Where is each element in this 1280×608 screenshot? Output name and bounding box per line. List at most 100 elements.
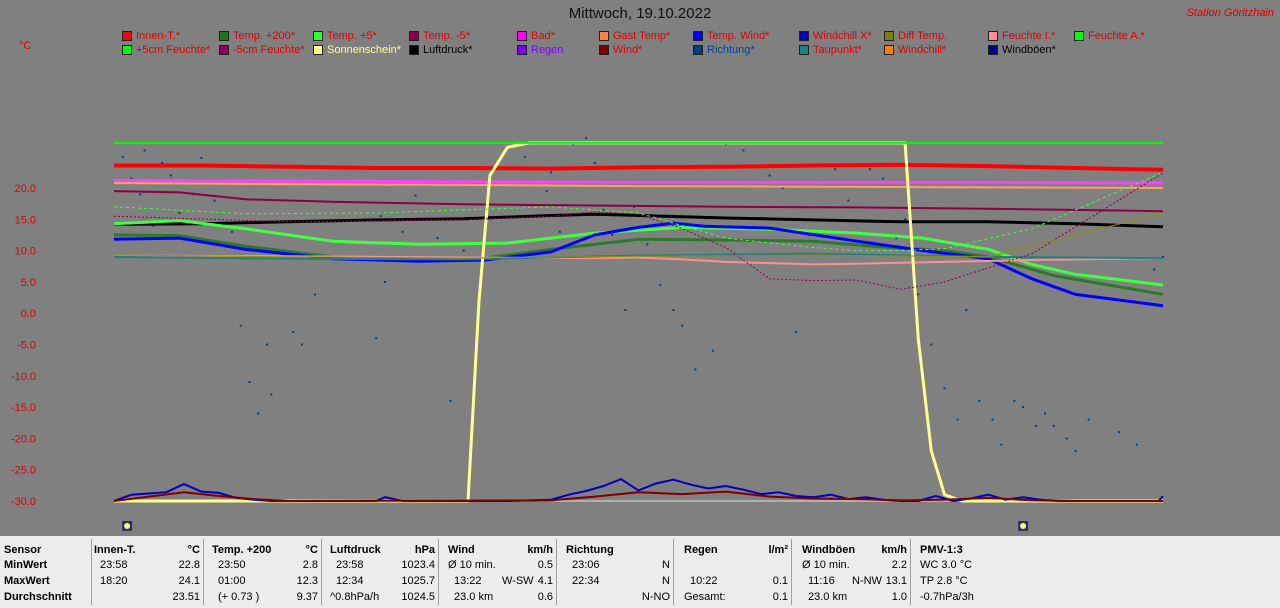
direction-dot	[1052, 424, 1055, 427]
legend-item: Temp. +200*	[219, 30, 295, 42]
wind-avg-line	[113, 490, 1163, 503]
direction-dot	[152, 224, 155, 227]
pmv-windchill: WC 3.0 °C	[920, 559, 973, 571]
legend-swatch	[693, 31, 703, 41]
direction-dot	[917, 293, 920, 296]
legend-swatch	[122, 31, 132, 41]
wind-avg: 0.6	[537, 591, 553, 603]
windboen-avg10-label: Ø 10 min.	[802, 559, 850, 571]
direction-dot	[1065, 437, 1068, 440]
legend-item: -5cm Feuchte*	[219, 44, 305, 56]
regen-name: Regen	[684, 544, 718, 556]
legend-item: Innen-T.*	[122, 30, 180, 42]
legend-label: Diff Temp.	[898, 30, 948, 42]
legend-item: Windchill*	[884, 44, 946, 56]
regen-unit: l/m²	[768, 544, 788, 556]
stats-wind: Wind km/h Ø 10 min. 0.5 13:22 W-SW 4.1 23.0 …	[448, 536, 557, 608]
direction-dot	[711, 349, 714, 352]
direction-dot	[200, 156, 203, 159]
series-line	[114, 162, 1164, 172]
wind-distance: 23.0 km	[454, 591, 494, 603]
direction-dot	[1087, 418, 1090, 421]
y-tick-label: 15.0	[15, 214, 36, 226]
luftdruck-unit: hPa	[414, 544, 435, 556]
direction-dot	[1022, 406, 1025, 409]
direction-dot	[1074, 449, 1077, 452]
direction-dot	[1035, 424, 1038, 427]
sunrise-icon	[124, 523, 131, 529]
legend-label: Feuchte A.*	[1088, 30, 1145, 42]
richtung-min-time: 23:06	[572, 559, 600, 571]
wind-name: Wind	[448, 544, 475, 556]
y-tick-label: 20.0	[15, 183, 36, 195]
temp200-avg-extra: (+ 0.73 )	[218, 591, 260, 603]
direction-dot	[742, 149, 745, 152]
series-line	[113, 190, 1164, 213]
legend-label: Bad*	[531, 30, 555, 42]
direction-dot	[401, 230, 404, 233]
series-line	[113, 254, 1164, 266]
regen-max-val: 0.1	[772, 575, 788, 587]
direction-dot	[270, 393, 273, 396]
innen-min-time: 23:58	[100, 559, 128, 571]
legend-swatch	[988, 45, 998, 55]
direction-dot	[1013, 399, 1016, 402]
windboen-unit: km/h	[881, 544, 907, 556]
windboen-max-time: 11:16	[808, 575, 835, 587]
legend-swatch	[1074, 31, 1084, 41]
legend-label: +5cm Feuchte*	[136, 44, 211, 56]
direction-dot	[462, 249, 465, 252]
direction-dot	[930, 343, 933, 346]
temp200-max-val: 12.3	[296, 575, 318, 587]
legend-swatch	[799, 45, 809, 55]
direction-dot	[672, 309, 675, 312]
legend-label: Temp. +200*	[233, 30, 296, 42]
direction-dot	[585, 136, 588, 139]
direction-dot	[593, 161, 596, 164]
legend-item: Wind*	[599, 44, 642, 56]
legend-item: Temp. Wind*	[693, 30, 769, 42]
legend-label: Richtung*	[707, 44, 755, 56]
legend-label: Taupunkt*	[813, 44, 862, 56]
direction-dot	[794, 330, 797, 333]
legend-item: Feuchte A.*	[1074, 30, 1145, 42]
direction-dot	[681, 324, 684, 327]
direction-dot	[768, 174, 771, 177]
direction-dot	[978, 399, 981, 402]
legend-label: Innen-T.*	[136, 30, 181, 42]
legend-item: +5cm Feuchte*	[122, 44, 210, 56]
stats-row-labels: Sensor MinWert MaxWert Durchschnitt	[4, 536, 92, 608]
direction-dot	[375, 337, 378, 340]
regen-total-label: Gesamt:	[684, 591, 726, 603]
richtung-max-time: 22:34	[572, 575, 600, 587]
y-tick-label: 0.0	[21, 308, 36, 320]
legend-item: Taupunkt*	[799, 44, 862, 56]
label-min: MinWert	[4, 559, 48, 571]
regen-max-time: 10:22	[690, 575, 718, 587]
pmv-dewpoint: TP 2.8 °C	[920, 575, 968, 587]
direction-dot	[231, 230, 234, 233]
legend-label: Regen	[531, 44, 564, 56]
y-tick-label: 10.0	[15, 246, 36, 258]
stats-pmv: PMV-1:3 WC 3.0 °C TP 2.8 °C -0.7hPa/3h	[920, 536, 1040, 608]
y-tick-label: -30.0	[11, 496, 36, 508]
legend-label: Temp. +5*	[327, 30, 377, 42]
pmv-pressure-trend: -0.7hPa/3h	[920, 591, 974, 603]
direction-dot	[611, 233, 614, 236]
direction-dot	[314, 293, 317, 296]
richtung-min-val: N	[662, 559, 670, 571]
wind-unit: km/h	[527, 544, 553, 556]
legend-label: Feuchte I.*	[1002, 30, 1056, 42]
windboen-distance: 23.0 km	[808, 591, 848, 603]
label-sensor: Sensor	[4, 544, 42, 556]
luftdruck-min-time: 23:58	[336, 559, 364, 571]
direction-dot	[847, 199, 850, 202]
wind-avg10-label: Ø 10 min.	[448, 559, 496, 571]
luftdruck-max-val: 1025.7	[401, 575, 435, 587]
innen-avg: 23.51	[172, 591, 200, 603]
direction-dot	[834, 168, 837, 171]
legend-item: Temp. -5*	[409, 30, 470, 42]
legend-swatch	[884, 45, 894, 55]
pmv-name: PMV-1:3	[920, 544, 963, 556]
legend-swatch	[313, 45, 323, 55]
